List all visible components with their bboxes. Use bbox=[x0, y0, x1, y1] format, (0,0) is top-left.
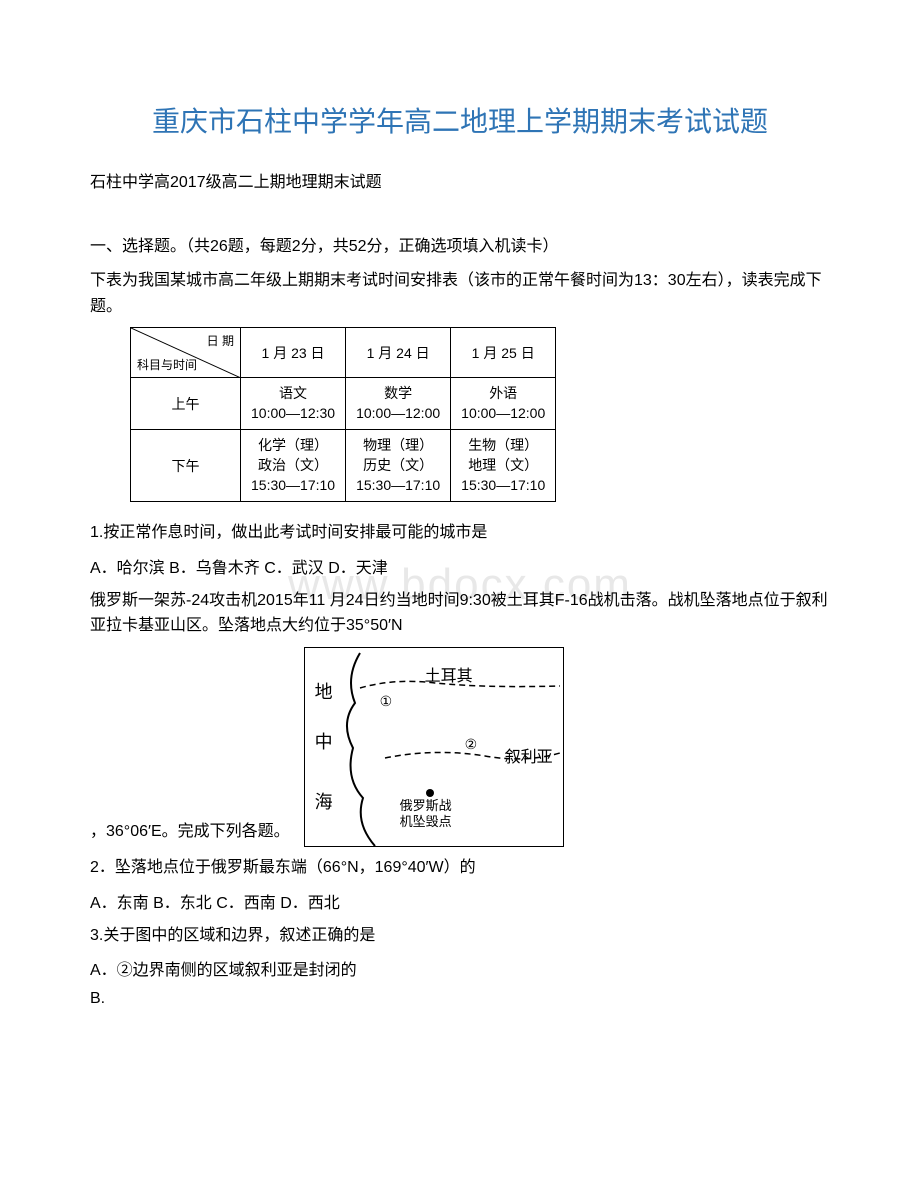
map-row: ，36°06′E。完成下列各题。 地 中 海 土耳其 叙利亚 ① ② 俄罗斯战机… bbox=[90, 647, 830, 847]
map-country-top: 土耳其 bbox=[425, 662, 473, 686]
map-figure: 地 中 海 土耳其 叙利亚 ① ② 俄罗斯战机坠毁点 bbox=[304, 647, 564, 847]
map-sea-label: 海 bbox=[315, 788, 333, 814]
table-cell: 外语 10:00—12:00 bbox=[451, 378, 556, 430]
map-country-right: 叙利亚 bbox=[505, 743, 553, 767]
table-header: 1 月 23 日 bbox=[241, 328, 346, 378]
question-2: 2．坠落地点位于俄罗斯最东端（66°N，169°40′W）的 bbox=[90, 855, 830, 881]
table-header: 1 月 24 日 bbox=[346, 328, 451, 378]
map-circled-2: ② bbox=[465, 736, 478, 753]
table-cell: 化学（理） 政治（文） 15:30—17:10 bbox=[241, 430, 346, 502]
map-marker-label: 俄罗斯战机坠毁点 bbox=[400, 798, 452, 829]
intro-paragraph: 下表为我国某城市高二年级上期期末考试时间安排表（该市的正常午餐时间为13：30左… bbox=[90, 268, 830, 319]
table-row-label: 下午 bbox=[131, 430, 241, 502]
page-title: 重庆市石柱中学学年高二地理上学期期末考试试题 bbox=[90, 100, 830, 140]
question-1: 1.按正常作息时间，做出此考试时间安排最可能的城市是 bbox=[90, 520, 830, 546]
table-cell: 生物（理） 地理（文） 15:30—17:10 bbox=[451, 430, 556, 502]
table-cell: 语文 10:00—12:30 bbox=[241, 378, 346, 430]
question-2-options: A．东南 B．东北 C．西南 D．西北 bbox=[90, 889, 830, 913]
passage-2: 俄罗斯一架苏-24攻击机2015年11 月24日约当地时间9:30被土耳其F-1… bbox=[90, 588, 830, 639]
table-row-label: 上午 bbox=[131, 378, 241, 430]
document-content: 重庆市石柱中学学年高二地理上学期期末考试试题 石柱中学高2017级高二上期地理期… bbox=[90, 100, 830, 1008]
map-sea-label: 中 bbox=[315, 728, 333, 754]
diag-header-bottom: 科目与时间 bbox=[137, 356, 197, 373]
exam-schedule-table: 日 期 科目与时间 1 月 23 日 1 月 24 日 1 月 25 日 上午 … bbox=[130, 327, 556, 502]
table-diagonal-header: 日 期 科目与时间 bbox=[131, 328, 241, 378]
question-3-option-b: B. bbox=[90, 990, 830, 1008]
diag-header-top: 日 期 bbox=[207, 332, 234, 349]
question-3-option-a: A．②边界南侧的区域叙利亚是封闭的 bbox=[90, 956, 830, 980]
map-circled-1: ① bbox=[380, 693, 393, 710]
map-sea-label: 地 bbox=[315, 678, 333, 704]
section-heading: 一、选择题。（共26题，每题2分，共52分，正确选项填入机读卡） bbox=[90, 232, 830, 256]
passage-2-tail: ，36°06′E。完成下列各题。 bbox=[90, 817, 290, 847]
table-cell: 数学 10:00—12:00 bbox=[346, 378, 451, 430]
table-cell: 物理（理） 历史（文） 15:30—17:10 bbox=[346, 430, 451, 502]
question-1-options: A．哈尔滨 B．乌鲁木齐 C．武汉 D．天津 bbox=[90, 554, 830, 578]
question-3: 3.关于图中的区域和边界，叙述正确的是 bbox=[90, 923, 830, 949]
table-header: 1 月 25 日 bbox=[451, 328, 556, 378]
subtitle: 石柱中学高2017级高二上期地理期末试题 bbox=[90, 168, 830, 192]
